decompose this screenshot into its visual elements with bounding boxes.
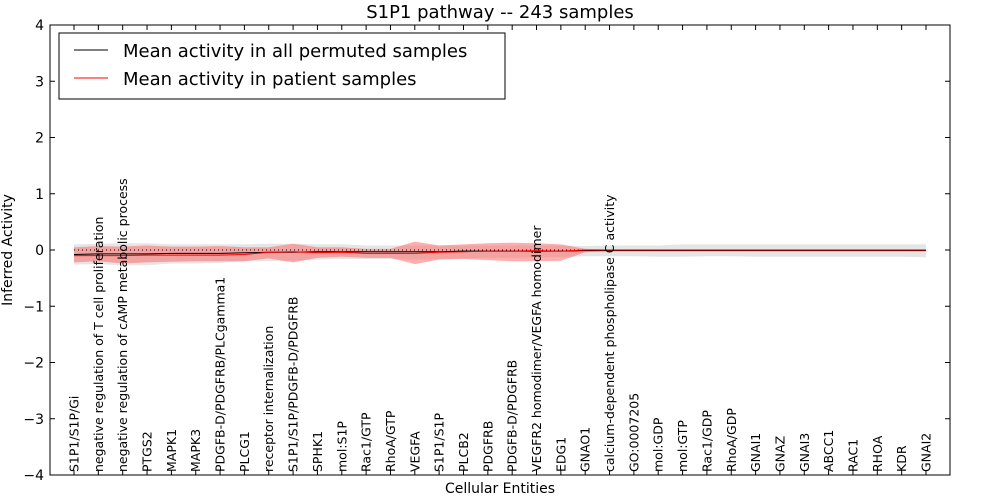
legend-label-permuted: Mean activity in all permuted samples (123, 41, 467, 62)
x-category-label: VEGFR2 homodimer/VEGFA homodimer (529, 225, 544, 472)
plot-frame (49, 24, 951, 476)
y-tick-label: 3 (35, 74, 44, 90)
x-category-label: S1P1/S1P/PDGFB-D/PDGFRB (286, 297, 301, 473)
x-axis-label: Cellular Entities (445, 481, 555, 497)
y-tick-label: −1 (23, 299, 44, 315)
x-category-label: RhoA/GDP (724, 408, 739, 472)
x-category-label: GNAZ (772, 436, 787, 472)
x-category-label: GNAI2 (919, 433, 934, 472)
x-category-label: negative regulation of T cell proliferat… (91, 217, 106, 472)
x-category-label: ABCC1 (821, 430, 836, 472)
x-category-label: Rac1/GTP (359, 412, 374, 472)
x-category-label: GNAI3 (797, 433, 812, 472)
x-category-label: KDR (894, 445, 909, 472)
y-tick-label: 4 (35, 18, 44, 34)
x-category-label: VEGFA (407, 431, 422, 472)
legend-box (58, 32, 506, 100)
x-category-label: Rac1/GDP (699, 410, 714, 472)
x-category-label: mol:GTP (675, 420, 690, 472)
x-category-label: PDGFB-D/PDGFRB/PLCgamma1 (213, 277, 228, 472)
axis-ticks: 4 3 2 1 0 −1 −2 −3 −4 (23, 18, 950, 484)
y-tick-label: 2 (35, 131, 44, 147)
band-patient (74, 241, 926, 265)
y-tick-label: −2 (23, 356, 44, 372)
y-tick-label: −4 (23, 468, 44, 484)
x-category-label: mol:GDP (651, 417, 666, 472)
x-category-label: RhoA/GTP (383, 410, 398, 472)
y-tick-label: 0 (35, 243, 44, 259)
x-category-label: negative regulation of cAMP metabolic pr… (115, 178, 130, 472)
legend: Mean activity in all permuted samples Me… (58, 32, 506, 100)
x-category-label: GNAI1 (748, 433, 763, 472)
series-lines (73, 249, 926, 257)
y-tick-label: −3 (23, 412, 44, 428)
legend-label-patient: Mean activity in patient samples (123, 69, 417, 90)
category-labels: S1P1/S1P/Gi negative regulation of T cell… (67, 178, 934, 472)
confidence-bands (74, 241, 926, 266)
x-category-label: PDGFB-D/PDGFRB (505, 360, 520, 472)
y-axis-label: Inferred Activity (0, 194, 16, 306)
x-category-label: RHOA (870, 435, 885, 472)
x-category-label: SPHK1 (310, 431, 325, 472)
x-category-label: MAPK1 (164, 429, 179, 472)
x-category-label: S1P1/S1P (432, 413, 447, 472)
x-category-label: PLCG1 (237, 431, 252, 472)
y-tick-label: 1 (35, 187, 44, 203)
x-category-label: GO:0007205 (626, 393, 641, 472)
x-category-label: EDG1 (553, 437, 568, 472)
x-category-label: S1P1/S1P/Gi (67, 396, 82, 472)
x-category-label: calcium-dependent phospholipase C activi… (602, 194, 617, 472)
chart-title: S1P1 pathway -- 243 samples (366, 2, 634, 23)
x-category-label: MAPK3 (188, 429, 203, 472)
x-category-label: GNAO1 (578, 427, 593, 472)
x-category-label: PTGS2 (140, 431, 155, 472)
series-line-patient (74, 249, 926, 257)
x-category-label: PDGFRB (480, 421, 495, 472)
x-category-label: mol:S1P (334, 421, 349, 472)
x-category-label: receptor internalization (261, 326, 276, 472)
x-category-label: RAC1 (846, 439, 861, 472)
x-category-label: PLCB2 (456, 432, 471, 472)
